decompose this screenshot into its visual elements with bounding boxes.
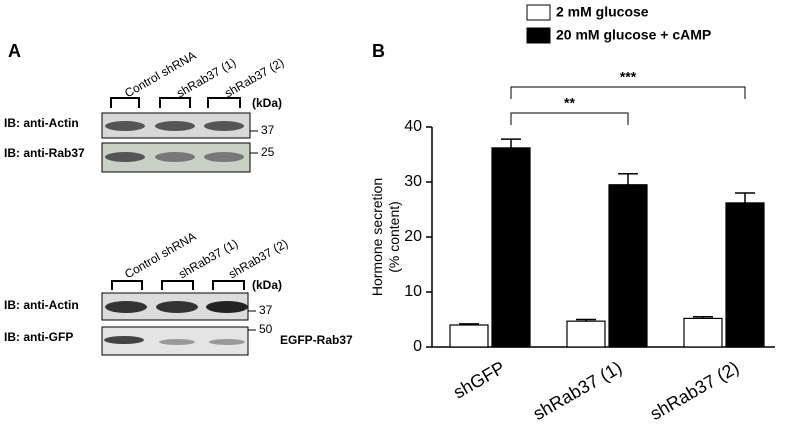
y-axis-label-line: (% content) <box>386 201 402 273</box>
marker: 50 <box>259 322 273 336</box>
bar-chart: 0 10 20 30 40 Hormone secretion(% content) shG… <box>369 4 775 424</box>
y-tick-label: 0 <box>413 338 422 355</box>
significance-bracket <box>510 112 629 125</box>
band <box>105 301 147 313</box>
band <box>104 336 144 344</box>
row-label: IB: anti-GFP <box>4 330 73 344</box>
bar <box>449 324 489 348</box>
significance-label: *** <box>620 69 637 85</box>
significance-bracket <box>510 86 746 99</box>
bar <box>608 184 648 348</box>
y-axis-label: Hormone secretion(% content) <box>369 178 402 296</box>
marker: 25 <box>261 145 275 159</box>
unit: (kDa) <box>252 278 282 292</box>
y-axis-label-line: Hormone secretion <box>369 178 385 296</box>
y-tick-label: 10 <box>404 283 422 300</box>
row-label: IB: anti-Actin <box>4 298 79 312</box>
legend-label: 2 mM glucose <box>556 4 649 20</box>
band <box>155 152 195 162</box>
x-tick-label: shGFP <box>450 357 509 402</box>
panel-label: B <box>372 41 385 61</box>
bar <box>566 320 606 348</box>
legend-swatch <box>526 27 551 44</box>
band <box>206 301 248 313</box>
row-label: IB: anti-Actin <box>4 116 79 130</box>
y-tick-label: 40 <box>404 118 422 135</box>
lane-bracket <box>111 280 245 290</box>
blot-2: Control shRNA shRab37 (1) shRab37 (2) (k… <box>4 229 353 356</box>
y-tick-label: 30 <box>404 173 422 190</box>
band <box>105 152 145 162</box>
band <box>155 121 195 131</box>
band <box>156 301 198 313</box>
x-tick-label: shRab37 (2) <box>647 357 743 424</box>
band <box>209 339 245 345</box>
panel-label: A <box>8 41 21 61</box>
row-label: IB: anti-Rab37 <box>4 146 85 160</box>
note: EGFP-Rab37 <box>280 333 353 347</box>
blot-1: Control shRNA shRab37 (1) shRab37 (2) (k… <box>4 48 286 173</box>
bar <box>725 202 765 348</box>
marker: 37 <box>261 123 275 137</box>
legend-label: 20 mM glucose + cAMP <box>556 27 711 43</box>
bar <box>683 317 723 348</box>
unit: (kDa) <box>252 96 282 110</box>
band <box>204 152 244 162</box>
lane-bracket <box>110 97 241 108</box>
bar <box>491 147 531 348</box>
marker: 37 <box>259 303 273 317</box>
x-tick-label: shRab37 (1) <box>530 357 626 424</box>
significance-label: ** <box>564 95 575 111</box>
legend-swatch <box>526 4 551 21</box>
band <box>204 121 244 131</box>
band <box>105 121 145 131</box>
band <box>159 339 195 345</box>
y-tick-label: 20 <box>404 228 422 245</box>
